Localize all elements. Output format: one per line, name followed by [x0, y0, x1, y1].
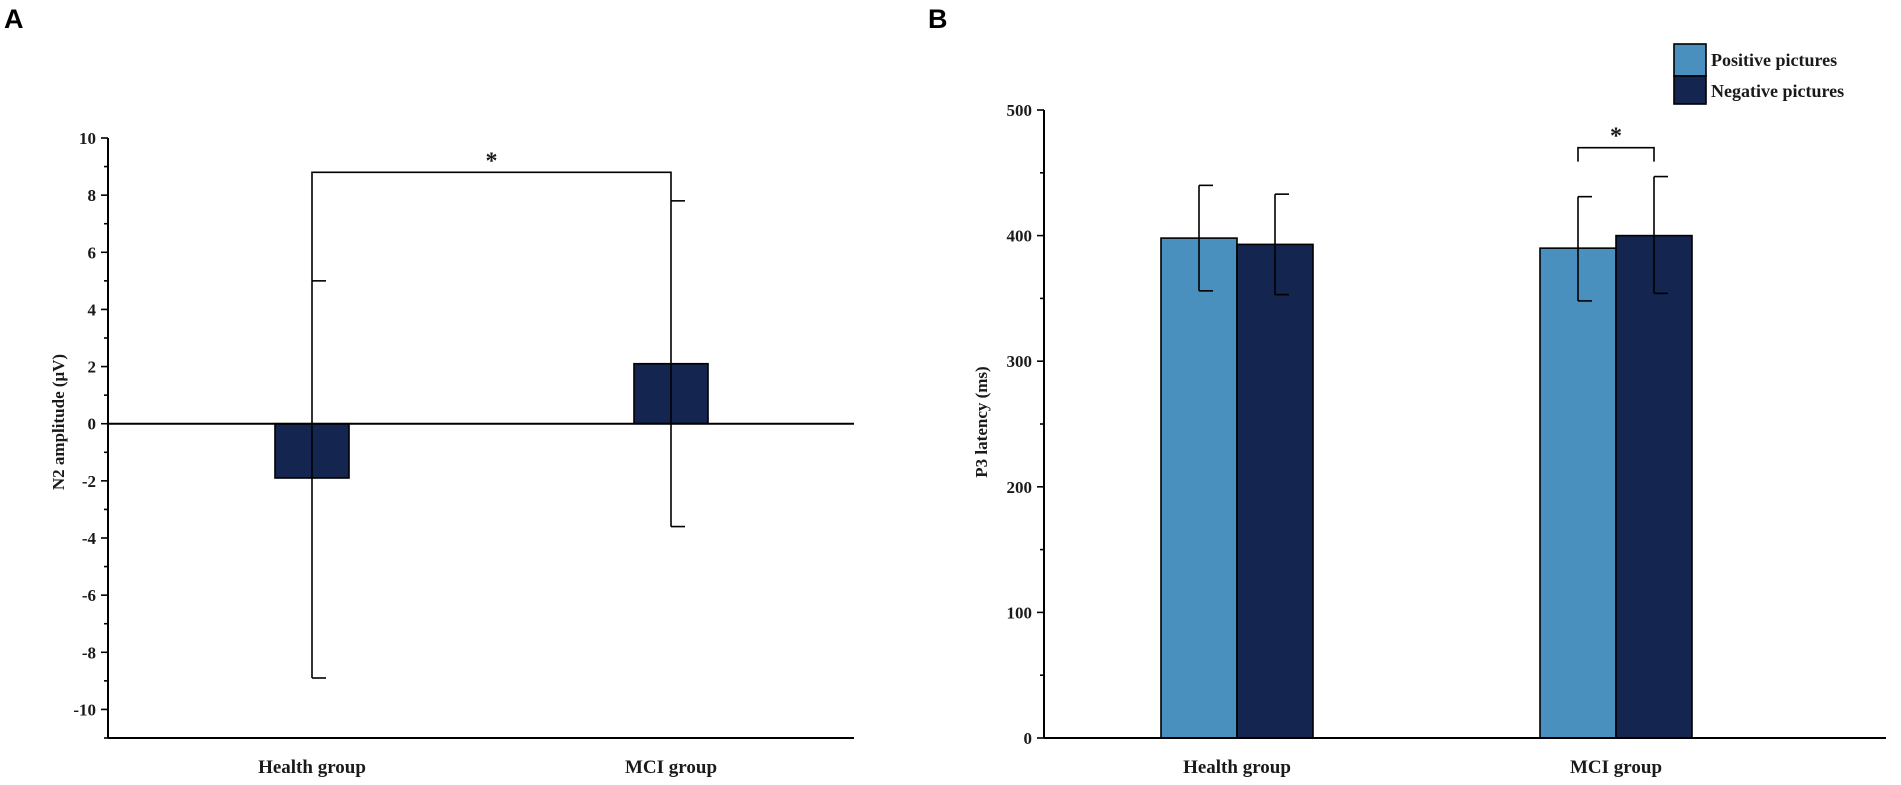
panel-b: B P3 latency (ms) 0 100 200 300 400 500 * Hea… [928, 4, 1886, 778]
panel-a-y-ticks: -10 -8 -6 -4 -2 0 2 4 6 8 10 [73, 129, 108, 739]
legend-swatch-negative [1673, 75, 1707, 105]
panel-b-y-tick-label: 300 [1007, 352, 1033, 371]
legend-label-negative: Negative pictures [1711, 81, 1844, 101]
panel-a-error-bars [311, 200, 685, 679]
panel-a-y-tick-label: -8 [82, 643, 96, 662]
panel-a-y-tick-label: 10 [79, 129, 96, 148]
legend-swatch-positive [1673, 43, 1707, 77]
panel-a-y-tick-label: -10 [73, 700, 96, 719]
panel-b-category-label: Health group [1183, 757, 1291, 778]
panel-b-bars [1160, 234, 1693, 739]
panel-b-letter: B [928, 4, 948, 34]
panel-b-bar [1236, 243, 1314, 739]
panel-a-category-label: Health group [258, 757, 366, 778]
legend: Positive pictures Negative pictures [1673, 43, 1844, 105]
panel-b-error-bars [1198, 175, 1668, 302]
panel-b-y-ticks: 0 100 200 300 400 500 [1007, 101, 1044, 748]
panel-a-y-tick-label: -6 [82, 586, 96, 605]
panel-a-y-tick-label: 4 [88, 300, 97, 319]
panel-a-y-axis-title: N2 amplitude (μV) [49, 354, 68, 490]
panel-b-y-tick-label: 400 [1007, 227, 1033, 246]
panel-a: A N2 amplitude (μV) -10 -8 -6 -4 -2 0 2 4 6 8 10 *… [4, 4, 854, 778]
panel-b-significance: * [1577, 124, 1655, 162]
panel-b-bar [1539, 247, 1617, 739]
panel-a-y-tick-label: 8 [88, 186, 97, 205]
panel-a-letter: A [4, 4, 24, 34]
panel-b-bar [1160, 237, 1238, 739]
panel-a-y-tick-label: 2 [88, 358, 97, 377]
panel-a-significance-bracket [311, 171, 672, 281]
panel-b-y-tick-label: 0 [1024, 729, 1033, 748]
panel-b-bar [1615, 234, 1693, 739]
panel-a-significance-star: * [486, 148, 498, 174]
panel-b-y-tick-label: 200 [1007, 478, 1033, 497]
panel-a-category-label: MCI group [625, 757, 717, 778]
legend-label-positive: Positive pictures [1711, 50, 1837, 70]
panel-b-category-label: MCI group [1570, 757, 1662, 778]
panel-b-significance-star: * [1610, 124, 1622, 150]
panel-b-y-tick-label: 500 [1007, 101, 1033, 120]
panel-a-y-tick-label: -2 [82, 472, 96, 491]
panel-a-bars [274, 362, 709, 479]
panel-a-y-tick-label: 0 [88, 415, 97, 434]
panel-b-y-axis-title: P3 latency (ms) [972, 366, 991, 477]
panel-b-y-tick-label: 100 [1007, 603, 1033, 622]
panel-a-y-tick-label: -4 [82, 529, 97, 548]
panel-a-y-tick-label: 6 [88, 243, 97, 262]
panel-a-significance: * [311, 148, 672, 281]
panel-b-significance-bracket [1577, 146, 1655, 162]
